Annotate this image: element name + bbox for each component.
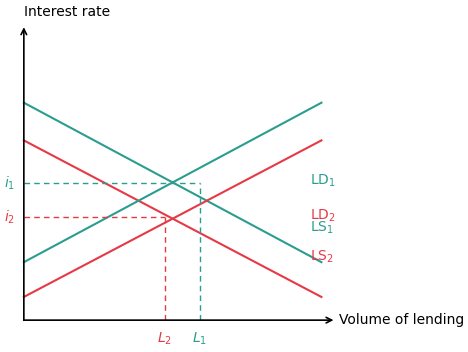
Text: LS$_2$: LS$_2$ [309, 248, 333, 265]
Text: Interest rate: Interest rate [24, 5, 110, 19]
Text: LD$_1$: LD$_1$ [309, 173, 336, 189]
Text: LD$_2$: LD$_2$ [309, 208, 335, 224]
Text: $i_1$: $i_1$ [4, 174, 15, 192]
Text: $L_2$: $L_2$ [157, 330, 172, 347]
Text: Volume of lending: Volume of lending [339, 313, 465, 327]
Text: $L_1$: $L_1$ [192, 330, 207, 347]
Text: LS$_1$: LS$_1$ [309, 219, 334, 235]
Text: $i_2$: $i_2$ [4, 208, 15, 226]
